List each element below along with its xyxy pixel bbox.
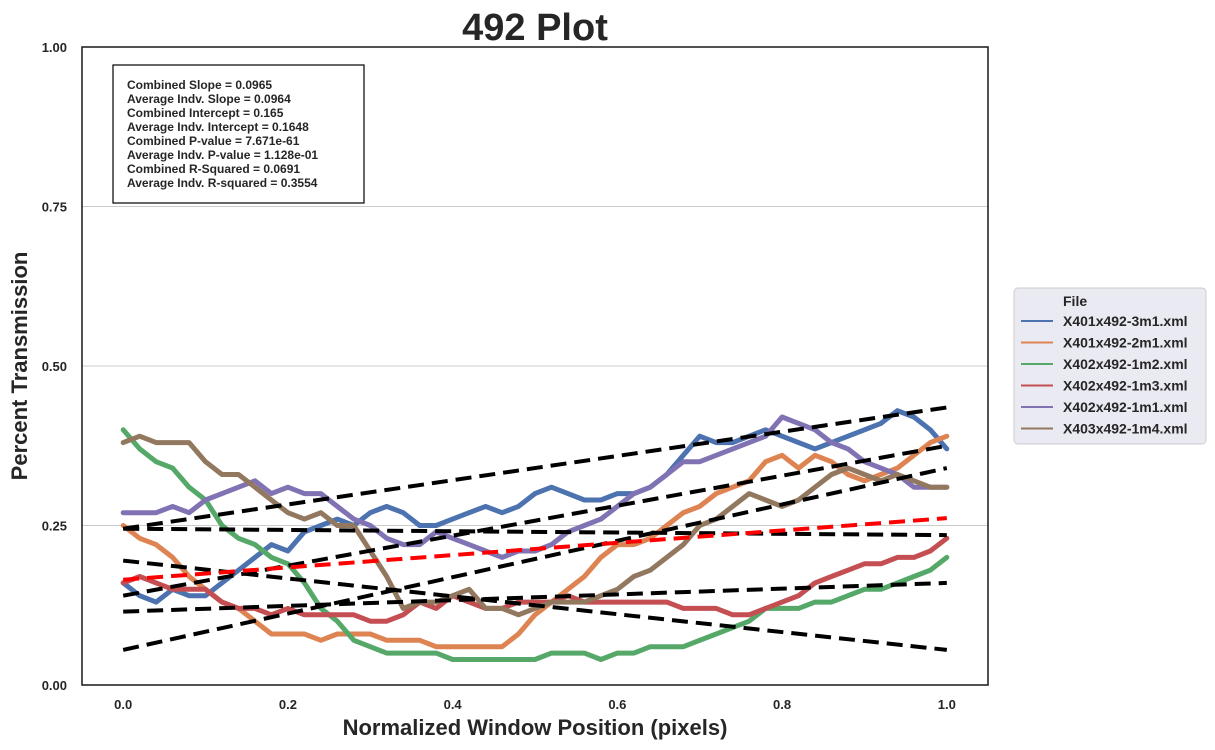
fit-line-5 — [122, 443, 948, 598]
x-tick-label: 0.8 — [773, 697, 791, 712]
plot-area — [81, 46, 989, 686]
series-line-5 — [120, 414, 950, 560]
legend-entry: X402x492-1m2.xml — [1063, 356, 1188, 372]
fit-line-7 — [123, 516, 947, 582]
plot-frame — [81, 46, 989, 686]
stats-line: Average Indv. R-squared = 0.3554 — [127, 176, 318, 190]
x-tick-label: 0.6 — [608, 697, 626, 712]
legend-entry: X401x492-2m1.xml — [1063, 335, 1188, 351]
stats-line: Combined R-Squared = 0.0691 — [127, 162, 300, 176]
stats-line: Average Indv. Intercept = 0.1648 — [127, 120, 309, 134]
x-tick-label: 0.2 — [279, 697, 297, 712]
x-tick-label: 1.0 — [938, 697, 956, 712]
series-line-3 — [120, 427, 950, 662]
legend-entry: X401x492-3m1.xml — [1063, 313, 1188, 329]
legend-title: File — [1063, 293, 1087, 309]
stats-line: Average Indv. P-value = 1.128e-01 — [127, 148, 318, 162]
fit-line-6 — [123, 526, 947, 538]
legend: File X401x492-3m1.xmlX401x492-2m1.xmlX40… — [1013, 287, 1207, 445]
stats-line: Combined P-value = 7.671e-61 — [127, 134, 300, 148]
fit-lines — [122, 405, 948, 652]
fit-line-2 — [122, 466, 948, 652]
legend-frame — [1013, 287, 1207, 445]
x-tick-label: 0.0 — [114, 697, 132, 712]
y-axis-title: Percent Transmission — [7, 252, 32, 481]
x-axis-ticks: 0.0 0.2 0.4 0.6 0.8 1.0 — [114, 697, 956, 712]
chart-title: 492 Plot — [462, 7, 608, 49]
stats-line: Average Indv. Slope = 0.0964 — [127, 92, 291, 106]
stats-box-frame — [112, 64, 365, 204]
legend-entries: X401x492-3m1.xml X401x492-2m1.xml X402x492… — [1021, 313, 1188, 437]
x-tick-label: 0.4 — [444, 697, 463, 712]
y-tick-label: 1.00 — [42, 40, 67, 55]
fit-line-3 — [122, 558, 948, 652]
y-tick-label: 0.50 — [42, 359, 67, 374]
y-tick-label: 0.00 — [42, 678, 67, 693]
stats-line: Combined Slope = 0.0965 — [127, 78, 272, 92]
stats-line: Combined Intercept = 0.165 — [127, 106, 284, 120]
grid-lines — [82, 206, 988, 526]
y-axis-ticks: 0.00 0.25 0.50 0.75 1.00 — [42, 40, 67, 693]
legend-entry: X402x492-1m1.xml — [1063, 399, 1188, 415]
fit-line-4 — [123, 580, 947, 614]
legend-entry: X402x492-1m3.xml — [1063, 378, 1188, 394]
series-line-2 — [120, 433, 950, 650]
legend-entry: X403x492-1m4.xml — [1063, 421, 1188, 437]
y-tick-label: 0.75 — [42, 200, 67, 215]
series-line-1 — [120, 408, 950, 605]
x-axis-title: Normalized Window Position (pixels) — [343, 715, 728, 740]
series-line-6 — [120, 433, 950, 618]
y-tick-label: 0.25 — [42, 519, 67, 534]
fit-line-1 — [122, 405, 948, 531]
